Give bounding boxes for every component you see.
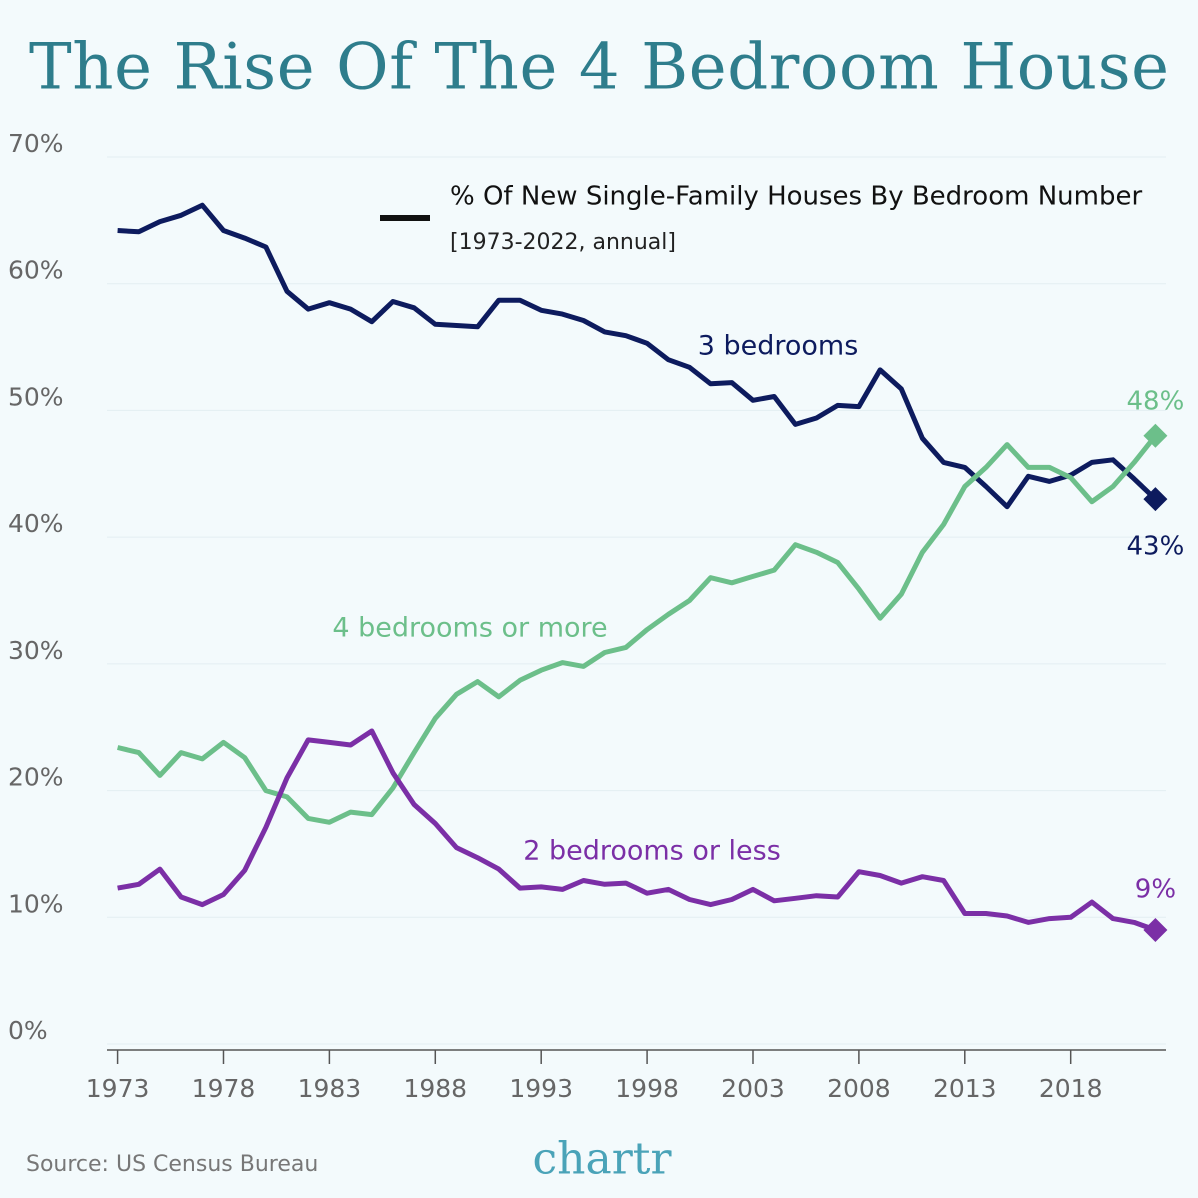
y-tick-label: 50% (8, 382, 64, 411)
series-line (117, 728, 1157, 933)
y-tick-label: 20% (8, 763, 64, 792)
end-marker (1143, 487, 1168, 512)
end-marker (1143, 917, 1168, 942)
y-tick-label: 40% (8, 509, 64, 538)
y-tick-label: 10% (8, 889, 64, 918)
legend-title: % Of New Single-Family Houses By Bedroom… (450, 182, 1142, 212)
x-tick-label: 2018 (1039, 1074, 1103, 1103)
y-tick-label: 0% (8, 1016, 48, 1045)
y-tick-label: 60% (8, 256, 64, 285)
x-tick-label: 2003 (721, 1074, 785, 1103)
value-label: 43% (1127, 532, 1185, 562)
x-tick-label: 2013 (933, 1074, 997, 1103)
chart-title: The Rise Of The 4 Bedroom House (29, 31, 1169, 105)
x-tick-label: 1978 (192, 1074, 256, 1103)
subtitle: [1973-2022, annual] (450, 230, 676, 255)
series-label: 3 bedrooms (698, 331, 859, 362)
series-line (117, 434, 1158, 825)
x-tick-label: 1988 (403, 1074, 467, 1103)
value-label: 48% (1127, 386, 1185, 416)
series-label: 2 bedrooms or less (523, 836, 781, 867)
x-tick-label: 2008 (827, 1074, 891, 1103)
source: Source: US Census Bureau (26, 1152, 318, 1177)
end-marker (1143, 423, 1168, 448)
x-tick-label: 1993 (509, 1074, 573, 1103)
x-tick-label: 1998 (615, 1074, 679, 1103)
x-tick-label: 1973 (86, 1074, 150, 1103)
x-tick-label: 1983 (298, 1074, 362, 1103)
series-label: 4 bedrooms or more (332, 613, 607, 644)
value-label: 9% (1135, 874, 1176, 904)
brand-logo: chartr (533, 1134, 673, 1185)
series-line (117, 202, 1158, 510)
y-tick-label: 70% (8, 129, 64, 158)
y-tick-label: 30% (8, 636, 64, 665)
